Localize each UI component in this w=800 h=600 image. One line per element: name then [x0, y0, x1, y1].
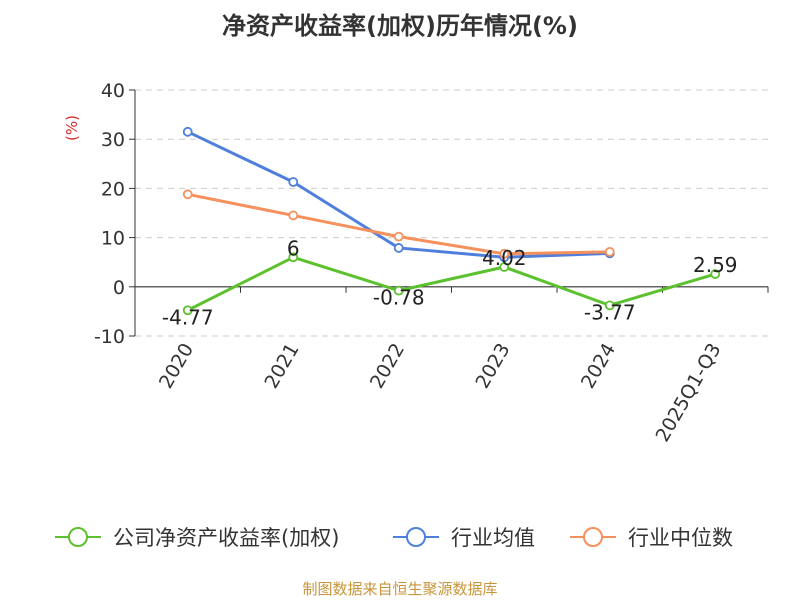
series-0-point-1: [288, 252, 299, 263]
legend-marker-1: [406, 527, 426, 547]
x-tick-label-5: 2025Q1-Q3: [652, 340, 726, 446]
series-lines: [187, 130, 716, 312]
data-label-4: -3.77: [584, 300, 636, 324]
data-label-0: -4.77: [162, 305, 214, 329]
series-line-0: [187, 255, 716, 312]
series-0-point-4: [604, 300, 615, 311]
y-tick-label-4: 30: [101, 129, 125, 151]
series-2-point-3: [499, 248, 510, 259]
series-0-point-3: [499, 262, 510, 272]
axes: [129, 89, 769, 337]
series-0-point-0: [182, 305, 193, 316]
y-tick-label-1: 0: [113, 277, 125, 299]
y-tick-label-0: -10: [94, 326, 125, 348]
y-tick-label-3: 20: [101, 178, 125, 200]
data-labels: -4.77 6 -0.78 4.02 -3.77 2.59: [162, 236, 738, 329]
x-tick-label-3: 2023: [471, 340, 514, 393]
series-2-point-1: [288, 210, 299, 221]
x-tick-label-0: 2020: [155, 340, 198, 393]
y-axis-label: (%): [63, 115, 81, 141]
data-label-2: -0.78: [373, 286, 425, 310]
data-label-3: 4.02: [482, 246, 527, 270]
data-label-5: 2.59: [693, 253, 738, 277]
gridlines: [135, 89, 768, 337]
series-2-point-2: [393, 231, 404, 242]
legend: 公司净资产收益率(加权) 行业均值 行业中位数: [55, 526, 733, 550]
series-1-point-1: [288, 177, 299, 187]
series-0-point-5: [710, 269, 721, 279]
x-tick-label-2: 2022: [366, 340, 409, 393]
series-1-point-2: [393, 243, 404, 253]
data-label-1: 6: [287, 236, 300, 260]
series-1-point-0: [182, 126, 193, 137]
series-points: [182, 126, 721, 316]
x-tick-label-1: 2021: [260, 340, 303, 393]
legend-marker-0: [68, 527, 88, 547]
source-note: 制图数据来自恒生聚源数据库: [302, 580, 498, 598]
x-tick-label-4: 2024: [577, 340, 620, 393]
legend-label-2: 行业中位数: [628, 526, 733, 550]
series-2-point-4: [604, 246, 615, 257]
legend-label-0: 公司净资产收益率(加权): [113, 526, 339, 550]
y-tick-label-2: 10: [101, 228, 125, 250]
series-0-point-2: [393, 285, 404, 296]
legend-label-1: 行业均值: [451, 526, 535, 550]
y-tick-label-5: 40: [101, 80, 125, 102]
chart-title: 净资产收益率(加权)历年情况(%): [222, 12, 578, 40]
legend-marker-2: [583, 527, 603, 547]
series-2-point-0: [182, 189, 193, 200]
